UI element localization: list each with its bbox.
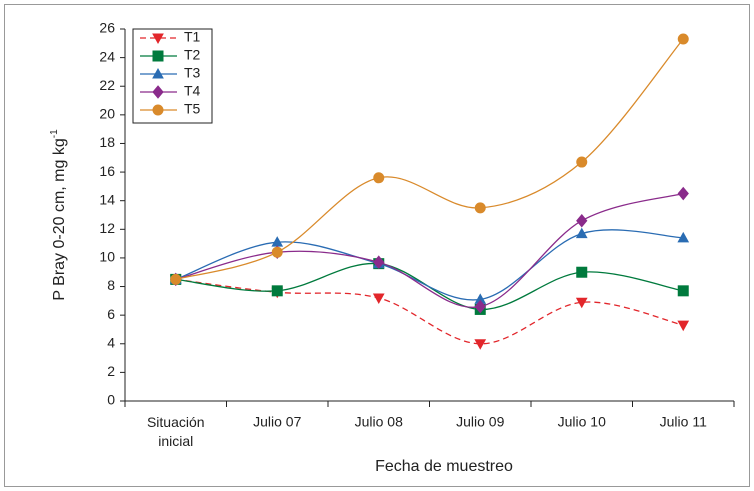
marker [575, 297, 588, 309]
marker [373, 255, 385, 269]
marker [677, 285, 689, 297]
marker [677, 186, 689, 201]
legend-label: T2 [184, 47, 201, 63]
marker [271, 285, 283, 297]
y-tick-label: 16 [99, 163, 115, 179]
marker [152, 67, 164, 79]
marker [372, 293, 385, 305]
x-tick-label: Julio 08 [355, 414, 403, 430]
marker [576, 213, 588, 228]
marker [575, 227, 588, 239]
y-tick-label: 10 [99, 249, 115, 265]
marker [170, 273, 182, 285]
legend-label: T3 [184, 65, 201, 81]
y-tick-label: 14 [99, 191, 115, 207]
marker [152, 33, 164, 45]
legend-label: T5 [184, 101, 201, 117]
chart-frame [4, 4, 750, 487]
marker [373, 172, 385, 184]
x-axis-label: Fecha de muestreo [375, 458, 513, 475]
legend-box [132, 28, 213, 124]
y-tick-label: 22 [99, 77, 115, 93]
marker [271, 246, 283, 258]
y-axis-label-main: P Bray 0-20 cm, mg kg [51, 138, 68, 300]
marker [474, 339, 487, 350]
marker [677, 33, 689, 45]
marker [474, 299, 486, 314]
series-line [175, 192, 684, 308]
y-tick-label: 24 [99, 48, 115, 64]
marker [152, 85, 164, 99]
marker [576, 266, 588, 278]
marker [677, 231, 690, 243]
x-tick-label: Julio 07 [253, 414, 301, 430]
legend-label: T1 [184, 29, 201, 45]
y-tick-label: 20 [99, 106, 115, 122]
x-tick-label: Julio 10 [558, 414, 606, 430]
marker [576, 156, 588, 168]
y-axis-label-superscript: -1 [49, 129, 60, 138]
y-tick-label: 12 [99, 220, 115, 236]
x-tick-label-line: inicial [158, 433, 193, 449]
y-axis-label: P Bray 0-20 cm, mg kg-1 [49, 129, 69, 301]
marker [152, 50, 164, 62]
x-tick-label: Julio 09 [456, 414, 504, 430]
x-tick-label-line: Situación [147, 414, 205, 430]
marker [474, 202, 486, 214]
x-tick-label: Julio 11 [660, 414, 707, 430]
marker [152, 104, 164, 116]
y-tick-label: 0 [107, 392, 115, 408]
y-tick-label: 2 [107, 363, 115, 379]
marker [677, 320, 690, 332]
y-tick-label: 8 [107, 277, 115, 293]
series-line [175, 229, 684, 301]
y-tick-label: 18 [99, 134, 115, 150]
x-tick-label: Situación inicial [147, 414, 205, 449]
legend-label: T4 [184, 83, 201, 99]
y-tick-label: 26 [99, 20, 115, 36]
y-tick-label: 4 [107, 334, 115, 350]
y-tick-label: 6 [107, 306, 115, 322]
